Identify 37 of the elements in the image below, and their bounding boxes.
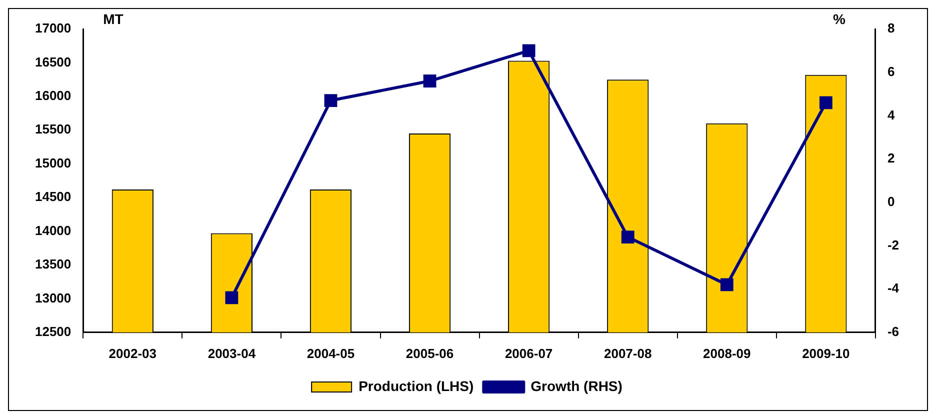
y2-tick-label: 4 <box>887 107 896 122</box>
y-tick-label: 16000 <box>34 88 72 103</box>
point <box>225 291 238 304</box>
y2-tick-label: -6 <box>887 324 900 339</box>
y2-axis-title: % <box>832 10 846 27</box>
y-tick-label: 13500 <box>34 256 72 272</box>
point <box>819 96 832 110</box>
point <box>423 74 436 88</box>
point <box>720 278 734 292</box>
x-tick-label: 2005-06 <box>406 346 454 361</box>
y-tick-label: 17000 <box>34 20 72 36</box>
x-tick-label: 2009-10 <box>802 346 850 361</box>
y2-tick-label: 6 <box>887 64 895 79</box>
y-tick-label: 12500 <box>34 324 72 339</box>
x-tick-label: 2002-03 <box>108 346 157 361</box>
point <box>324 94 338 107</box>
y-tick-label: 14000 <box>34 222 72 238</box>
x-tick-label: 2004-05 <box>306 346 355 361</box>
y2-tick-label: 0 <box>887 194 895 209</box>
x-tick-label: 2006-07 <box>504 346 553 361</box>
y-tick-label: 15500 <box>34 122 72 137</box>
y2-tick-label: -2 <box>887 237 900 252</box>
y2-tick-label: -4 <box>887 280 900 296</box>
point <box>621 230 634 244</box>
legend-label: Growth (RHS) <box>530 378 622 394</box>
point <box>522 44 536 58</box>
y-tick-label: 15000 <box>34 155 72 170</box>
x-tick-label: 2003-04 <box>208 346 256 361</box>
legend-label: Production (LHS) <box>358 378 474 394</box>
y2-tick-label: 2 <box>887 150 895 166</box>
y-tick-label: 16500 <box>34 54 72 70</box>
y2-tick-label: 8 <box>887 20 895 36</box>
x-tick-label: 2007-08 <box>604 346 652 361</box>
y-axis-title: MT <box>103 10 124 27</box>
y-tick-label: 14500 <box>34 189 72 204</box>
y-tick-label: 13000 <box>34 290 72 306</box>
x-tick-label: 2008-09 <box>703 346 751 361</box>
